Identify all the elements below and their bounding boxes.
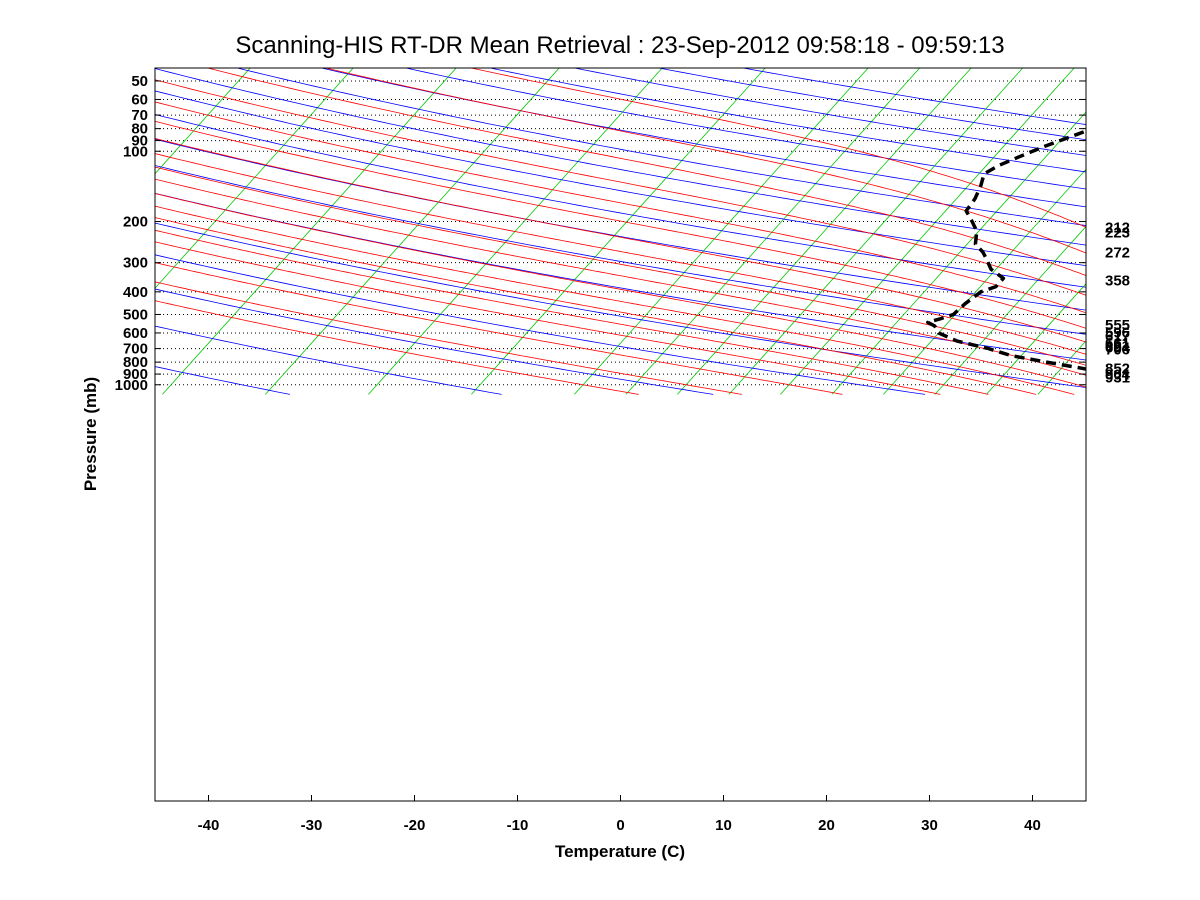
dry-adiabat-480 bbox=[488, 68, 1086, 173]
moist-adiabat-27 bbox=[155, 101, 1086, 314]
level-label-681: 681 bbox=[1105, 338, 1130, 355]
dry-adiabat-400 bbox=[155, 68, 1086, 246]
ytick-label-100: 100 bbox=[123, 143, 148, 160]
dry-adiabat-520 bbox=[656, 68, 1086, 141]
isotherm--70 bbox=[265, 68, 560, 395]
moist-adiabat-0 bbox=[155, 217, 1037, 395]
isotherm--10 bbox=[883, 168, 1086, 395]
plot-frame bbox=[154, 67, 1087, 802]
xtick-label-20: 20 bbox=[818, 817, 835, 834]
moist-adiabat-8 bbox=[155, 193, 1086, 388]
moist-adiabat-36 bbox=[323, 68, 1086, 254]
xtick-label-30: 30 bbox=[921, 817, 938, 834]
dry-adiabat-240 bbox=[155, 288, 714, 395]
ytick-label-60: 60 bbox=[131, 91, 148, 108]
isotherm--90 bbox=[155, 68, 354, 289]
moist-adiabat-30 bbox=[155, 79, 1086, 296]
level-label-596: 596 bbox=[1105, 324, 1130, 341]
ytick-label-200: 200 bbox=[123, 214, 148, 231]
profile-series bbox=[926, 129, 1086, 371]
dry-adiabat-320 bbox=[155, 165, 1086, 335]
xtick-label-0: 0 bbox=[616, 817, 624, 834]
level-label-706: 706 bbox=[1105, 341, 1130, 358]
moist-adiabat-15 bbox=[155, 166, 1086, 366]
dewpoint-profile-line bbox=[926, 129, 1086, 371]
isotherm--25 bbox=[728, 68, 1024, 395]
dry-adiabat-340 bbox=[155, 138, 1086, 311]
level-label-661: 661 bbox=[1105, 335, 1130, 352]
moist-adiabat--30 bbox=[155, 281, 742, 395]
level-label-931: 931 bbox=[1105, 370, 1130, 387]
moist-adiabat-18 bbox=[155, 153, 1086, 355]
level-label-555: 555 bbox=[1105, 317, 1130, 334]
y-axis-label: Pressure (mb) bbox=[81, 377, 100, 491]
isotherm--50 bbox=[471, 68, 766, 395]
xtick-label--30: -30 bbox=[301, 817, 323, 834]
level-label-223: 223 bbox=[1105, 225, 1130, 242]
moist-adiabat--10 bbox=[155, 241, 941, 395]
moist-adiabat--40 bbox=[155, 300, 639, 395]
isotherm--100 bbox=[155, 68, 251, 175]
ytick-label-80: 80 bbox=[131, 121, 148, 138]
isotherm--35 bbox=[625, 68, 921, 395]
isotherm-15 bbox=[1141, 58, 1200, 394]
background-lines bbox=[155, 58, 1200, 395]
ytick-label-800: 800 bbox=[123, 354, 148, 371]
dry-adiabat-380 bbox=[155, 90, 1086, 267]
xtick-label--10: -10 bbox=[507, 817, 529, 834]
ytick-label-700: 700 bbox=[123, 341, 148, 358]
dry-adiabat-280 bbox=[155, 222, 1086, 388]
isotherm--80 bbox=[162, 68, 457, 395]
dry-adiabat-420 bbox=[235, 68, 1086, 226]
isotherm--40 bbox=[574, 68, 869, 395]
dry-adiabat-360 bbox=[155, 114, 1086, 288]
xtick-label--20: -20 bbox=[404, 817, 426, 834]
dry-adiabat-300 bbox=[155, 192, 1086, 361]
dry-adiabat-260 bbox=[155, 254, 926, 395]
pressure-gridlines bbox=[155, 80, 1086, 386]
x-axis-label: Temperature (C) bbox=[555, 842, 685, 861]
level-label-272: 272 bbox=[1105, 245, 1130, 262]
isotherm-0 bbox=[986, 283, 1086, 395]
chart-title: Scanning-HIS RT-DR Mean Retrieval : 23-S… bbox=[235, 32, 1004, 59]
ytick-label-70: 70 bbox=[131, 107, 148, 124]
level-label-212: 212 bbox=[1105, 219, 1130, 236]
level-label-617: 617 bbox=[1105, 328, 1130, 345]
ytick-label-1000: 1000 bbox=[115, 377, 148, 394]
moist-adiabat-24 bbox=[155, 120, 1086, 329]
level-label-852: 852 bbox=[1105, 361, 1130, 378]
level-label-904: 904 bbox=[1105, 367, 1131, 384]
moist-adiabat--20 bbox=[155, 262, 843, 395]
ytick-label-400: 400 bbox=[123, 284, 148, 301]
moist-adiabat-12 bbox=[155, 178, 1086, 376]
xtick-label-10: 10 bbox=[715, 817, 732, 834]
ytick-label-900: 900 bbox=[123, 366, 148, 383]
moist-adiabat-4 bbox=[155, 205, 1075, 395]
level-label-358: 358 bbox=[1105, 273, 1130, 290]
xtick-label-40: 40 bbox=[1024, 817, 1041, 834]
ytick-label-50: 50 bbox=[131, 73, 148, 90]
moist-adiabat-33 bbox=[206, 68, 1086, 276]
ytick-label-300: 300 bbox=[123, 255, 148, 272]
isotherm-20 bbox=[1192, 58, 1200, 394]
dry-adiabat-220 bbox=[155, 325, 502, 395]
ytick-label-90: 90 bbox=[131, 133, 148, 150]
dry-adiabat-460 bbox=[404, 68, 1086, 190]
isotherm--60 bbox=[368, 68, 663, 395]
xtick-label--40: -40 bbox=[198, 817, 220, 834]
ytick-label-600: 600 bbox=[123, 325, 148, 342]
dry-adiabat-540 bbox=[741, 68, 1086, 125]
ytick-label-500: 500 bbox=[123, 306, 148, 323]
moist-adiabat-21 bbox=[155, 138, 1086, 343]
moist-adiabat--5 bbox=[155, 229, 989, 395]
level-label-694: 694 bbox=[1105, 340, 1131, 357]
x-axis-ticks: -40 -30 -20 -10 0 10 20 30 40 bbox=[198, 795, 1041, 834]
dry-adiabat-500 bbox=[572, 68, 1086, 156]
